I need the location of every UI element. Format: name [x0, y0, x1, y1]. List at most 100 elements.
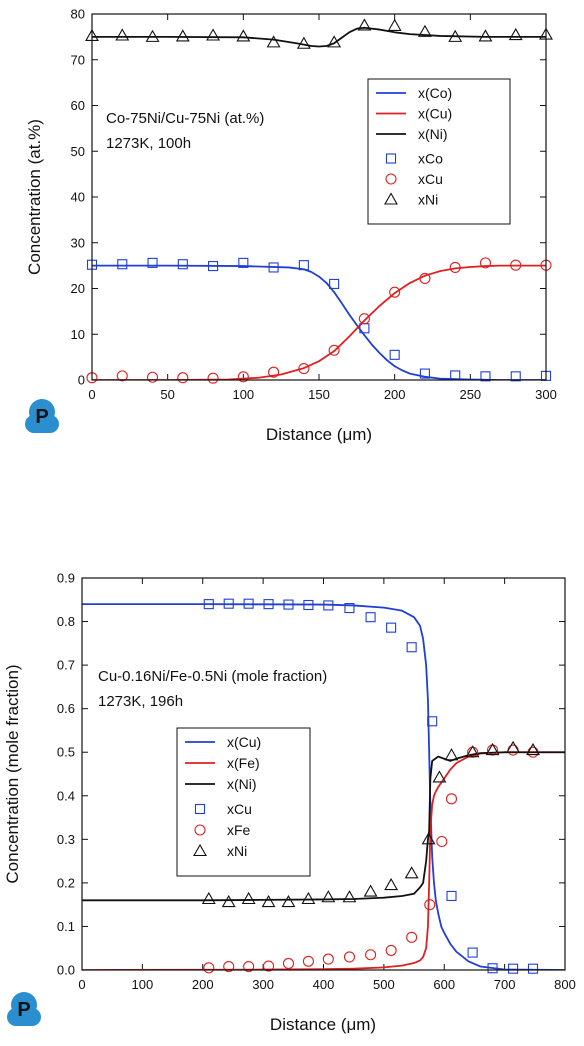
cloud-logo-icon — [7, 992, 41, 1026]
data-point-xcu — [358, 313, 370, 325]
data-point-xcu — [467, 947, 478, 958]
legend-swatch-xni — [193, 843, 207, 857]
x-tick-label: 400 — [313, 977, 335, 992]
data-point-xcu — [449, 261, 461, 274]
data-point-xni — [363, 884, 378, 897]
y-tick-label: 70 — [71, 52, 85, 67]
data-point-xfe — [365, 949, 377, 961]
data-point-xco — [268, 262, 279, 273]
data-point-xcu — [508, 963, 519, 974]
data-point-xni — [342, 890, 357, 903]
data-point-xfe — [436, 835, 448, 848]
data-point-xfe — [263, 960, 275, 972]
x-tick-label: 200 — [384, 387, 406, 402]
data-point-xfe — [343, 951, 356, 963]
data-point-xni — [444, 748, 459, 761]
data-point-xcu — [237, 371, 249, 383]
data-point-xco — [147, 257, 158, 268]
data-point-xni — [296, 36, 311, 49]
legend-label-xni: x(Ni) — [227, 776, 257, 792]
chart-bottom-y-axis-title: Concentration (mole fraction) — [3, 664, 22, 883]
x-tick-label: 100 — [132, 977, 154, 992]
legend-label-xni: xNi — [227, 843, 247, 859]
data-point-xco — [389, 349, 400, 360]
data-point-xni — [478, 29, 493, 42]
data-point-xcu — [510, 259, 522, 271]
data-point-xni — [432, 770, 447, 783]
legend-label-xco: xCo — [418, 151, 443, 167]
x-tick-label: 0 — [88, 387, 95, 402]
y-tick-label: 0.0 — [57, 963, 75, 978]
legend-swatch-xco — [385, 153, 397, 164]
y-tick-label: 0.7 — [57, 658, 75, 673]
chart-bottom-annotation-line-1: Cu-0.16Ni/Fe-0.5Ni (mole fraction) — [98, 668, 327, 685]
legend-box — [367, 78, 511, 225]
data-point-xcu — [344, 603, 355, 614]
y-tick-label: 50 — [71, 144, 85, 159]
y-tick-label: 0.5 — [57, 745, 75, 760]
y-tick-label: 30 — [71, 235, 85, 250]
legend-label-xni: xNi — [418, 192, 438, 208]
data-point-xcu — [243, 598, 254, 609]
y-tick-label: 0.4 — [57, 788, 75, 803]
data-point-xcu — [328, 344, 340, 356]
x-tick-label: 0 — [78, 977, 85, 992]
chart-top-lines — [92, 26, 546, 380]
y-tick-label: 0.6 — [57, 701, 75, 716]
chart-bottom-annotation-line-2: 1273K, 196h — [98, 693, 183, 710]
series-line-xni — [92, 26, 546, 48]
data-point-xco — [117, 259, 128, 270]
data-point-xco — [298, 260, 309, 271]
data-point-xni — [236, 29, 251, 42]
y-tick-label: 0.1 — [57, 919, 75, 934]
data-point-xco — [208, 261, 219, 272]
chart-top: 0 50 100 150 200 250 300 0 10 20 30 40 50 60 70 80 Co-7… — [25, 7, 557, 445]
data-point-xcu — [406, 642, 417, 653]
y-tick-label: 0.3 — [57, 832, 75, 847]
data-point-xni — [417, 24, 432, 37]
x-tick-label: 100 — [232, 387, 254, 402]
data-point-xni — [421, 832, 436, 845]
series-line-xfe — [82, 751, 565, 970]
series-line-xni — [82, 751, 565, 902]
data-point-xni — [221, 894, 236, 908]
data-point-xni — [404, 866, 419, 879]
legend-swatch-xcu — [194, 803, 206, 815]
data-point-xcu — [365, 612, 376, 623]
data-point-xcu — [419, 272, 431, 284]
chart-bottom-markers — [201, 598, 540, 974]
data-point-xcu — [116, 370, 128, 382]
data-point-xcu — [527, 963, 539, 974]
data-point-xni — [206, 28, 221, 41]
data-point-xni — [175, 29, 190, 42]
x-tick-label: 250 — [459, 387, 481, 402]
data-point-xfe — [406, 931, 418, 943]
data-point-xni — [506, 740, 521, 753]
y-tick-label: 80 — [71, 7, 85, 22]
data-point-xni — [465, 745, 480, 758]
data-point-xcu — [146, 371, 159, 383]
data-point-xni — [241, 891, 256, 905]
data-point-xfe — [445, 793, 458, 805]
data-point-xco — [480, 371, 491, 382]
logo-bottom: P — [7, 992, 41, 1026]
chart-top-ticks: 0 50 100 150 200 250 300 0 10 20 30 40 50 60 70 80 — [71, 7, 557, 403]
data-point-xcu — [479, 257, 492, 269]
data-point-xfe — [282, 957, 295, 970]
legend-label-xni: x(Ni) — [418, 126, 448, 142]
data-point-xcu — [303, 599, 314, 611]
data-point-xco — [419, 368, 430, 379]
data-point-xco — [329, 278, 340, 289]
data-point-xni — [261, 894, 276, 908]
x-tick-label: 300 — [535, 387, 557, 402]
legend-swatch-xfe — [194, 824, 206, 836]
data-point-xcu — [268, 366, 280, 378]
data-point-xcu — [427, 716, 438, 727]
logo-top: P — [25, 399, 59, 433]
chart-bottom-ticks: 0 100 200 300 400 500 600 700 800 0.0 0.1 0.2 0.3 0.4… — [57, 571, 576, 993]
data-point-xni — [526, 742, 540, 756]
data-point-xni — [201, 891, 216, 905]
data-point-xni — [145, 29, 160, 42]
data-point-xcu — [386, 622, 397, 633]
